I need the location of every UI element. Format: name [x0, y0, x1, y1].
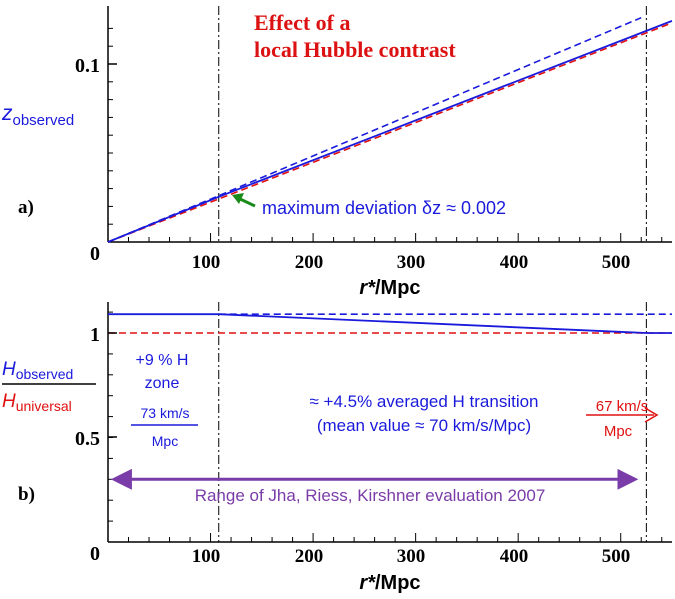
panel-a-x-label-var: r*: [359, 277, 376, 299]
panel-b-y-label-top-sub: observed: [16, 366, 74, 382]
right-fraction-denominator: Mpc: [604, 423, 633, 440]
panel-a-x-label: r*/Mpc: [359, 277, 420, 299]
zone-fraction-denominator: Mpc: [152, 433, 178, 449]
panel-a-x-tick-label-500: 500: [602, 252, 631, 273]
panel-b-x-label-var: r*: [359, 572, 376, 594]
panel-b-label: b): [18, 484, 35, 505]
right-fraction-numerator: 67 km/s: [596, 398, 649, 415]
panel-b-x-tick-label-200: 200: [295, 546, 324, 567]
panel-a-y-label-sub: observed: [13, 112, 75, 129]
panel-b-y-tick-label-0: 0: [90, 543, 100, 565]
panel-a-y-tick-label-0: 0: [90, 243, 100, 265]
panel-b-y-tick-label-05: 0.5: [75, 428, 100, 450]
panel-b-x-tick-label-500: 500: [602, 546, 631, 567]
deviation-annotation: maximum deviation δz ≈ 0.002: [262, 198, 506, 218]
chart-title-line-2: local Hubble contrast: [254, 37, 456, 62]
transition-label-line-2: (mean value ≈ 70 km/s/Mpc): [317, 416, 531, 435]
panel-a-solid-blue-line: [107, 20, 673, 243]
panel-b-y-label-bottom-var: H: [2, 391, 16, 412]
panel-b-x-label-unit: /Mpc: [375, 572, 421, 594]
panel-a-minor-ticks: [108, 27, 663, 242]
panel-b-y-label-bottom-sub: universal: [16, 398, 72, 414]
panel-b-y-tick-label-1: 1: [90, 324, 100, 346]
panel-b-y-label-top-var: H: [2, 359, 16, 380]
zone-fraction-numerator: 73 km/s: [140, 405, 189, 421]
panel-b-x-label: r*/Mpc: [359, 572, 420, 594]
panel-b-y-label-top: Hobserved: [2, 359, 73, 382]
panel-b-y-label-bottom: Huniversal: [2, 391, 72, 414]
range-label: Range of Jha, Riess, Kirshner evaluation…: [195, 486, 546, 505]
panel-a-x-tick-label-300: 300: [397, 252, 426, 273]
transition-label-line-1: ≈ +4.5% averaged H transition: [309, 392, 538, 411]
green-arrow-icon: [232, 193, 256, 208]
zone-label-line-1: +9 % H: [136, 352, 189, 369]
panel-b-solid-blue-line: [108, 313, 672, 334]
panel-b-x-tick-label-400: 400: [500, 546, 529, 567]
panel-b-x-tick-label-300: 300: [397, 546, 426, 567]
panel-a-x-tick-label-100: 100: [192, 252, 221, 273]
panel-a-y-label-var: z: [1, 102, 13, 125]
panel-a-label: a): [18, 197, 34, 218]
panel-a: 0 0.1 100 200 300 400 500 r*/Mpc zobserv…: [1, 6, 673, 299]
red-arrow-icon: [586, 407, 659, 423]
panel-a-x-tick-label-200: 200: [295, 252, 324, 273]
zone-label-line-2: zone: [145, 375, 180, 392]
panel-a-y-label: zobserved: [1, 102, 74, 129]
panel-a-red-dashed-line: [107, 22, 673, 243]
panel-a-x-label-unit: /Mpc: [375, 277, 421, 299]
panel-a-x-tick-label-400: 400: [500, 252, 529, 273]
panel-b-x-tick-label-100: 100: [192, 546, 221, 567]
panel-b: 0 0.5 1 100 200 300 400 500 r*/Mpc Hobse…: [2, 302, 672, 594]
chart-title-line-1: Effect of a: [254, 10, 351, 35]
panel-a-y-tick-label-1: 0.1: [75, 55, 100, 77]
